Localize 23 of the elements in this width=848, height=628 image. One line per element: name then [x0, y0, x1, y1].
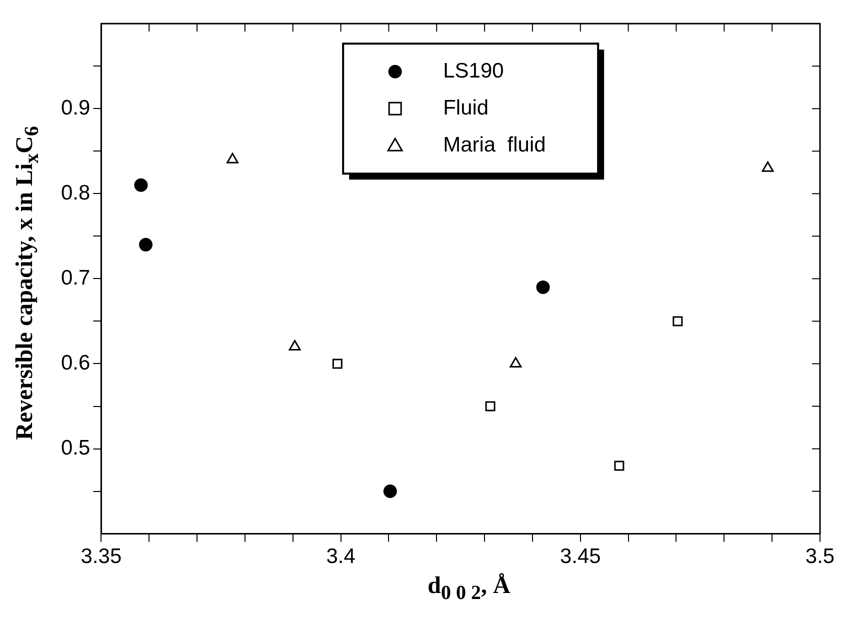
x-tick-label: 3.35: [80, 545, 122, 568]
point: [226, 152, 238, 164]
y-tick-label: 0.9: [60, 96, 90, 120]
point: [672, 316, 683, 326]
y-tick-label: 0.8: [60, 181, 90, 204]
y-tick-label: 0.6: [60, 352, 90, 375]
x-tick-label: 3.45: [560, 545, 601, 568]
point: [134, 178, 148, 192]
y-tick-label: 0.7: [60, 266, 90, 290]
y-tick-label: 0.5: [60, 436, 90, 460]
point: [332, 358, 342, 369]
point: [139, 238, 153, 252]
point: [485, 401, 496, 412]
x-axis-title: d$_{0 0 2}$, Å: [426, 573, 512, 605]
x-tick-label: 3.4: [326, 545, 356, 568]
point: [762, 161, 774, 172]
point: [383, 484, 397, 498]
point: [614, 460, 624, 471]
x-tick-label: 3.5: [805, 545, 835, 568]
legend-label: LS190: [443, 59, 504, 82]
legend-label: Fluid: [443, 96, 489, 120]
legend-label: Maria fluid: [443, 133, 546, 156]
point: [536, 280, 550, 294]
